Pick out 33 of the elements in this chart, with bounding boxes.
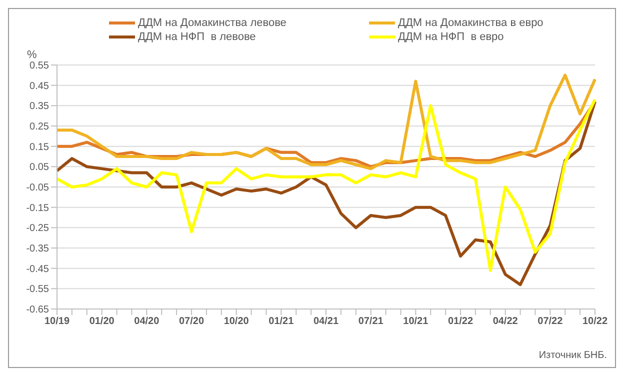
y-tick-label: 0.25	[30, 122, 50, 133]
legend-label: ДДМ на Домакинства в евро	[398, 17, 544, 29]
line-series	[56, 74, 596, 170]
x-tick-label: 07/21	[358, 316, 384, 328]
y-tick-label: -0.65	[26, 304, 50, 316]
y-tick-label: 0.35	[30, 101, 50, 112]
x-tick-label: 10/20	[224, 316, 250, 328]
x-tick-label: 07/22	[538, 316, 564, 328]
x-tick-label: 01/21	[268, 316, 294, 328]
x-tick-label: 04/20	[134, 316, 160, 328]
y-axis-title: %	[27, 49, 37, 61]
text: Източник БНБ.	[538, 350, 607, 361]
y-tick-label: -0.15	[26, 202, 50, 214]
legend-label: ДДМ на НФП в евро	[398, 31, 504, 43]
y-tick-label: 0.55	[30, 60, 50, 72]
x-tick-label: 10/21	[403, 316, 429, 328]
y-tick-label: 0.15	[30, 142, 50, 153]
x-tick-label: 01/22	[448, 316, 474, 328]
legend-label: ДДМ на НФП в левове	[138, 31, 256, 43]
y-tick-label: -0.35	[26, 244, 50, 255]
legend-label: ДДМ на Домакинства левове	[138, 17, 286, 29]
y-tick-label: -0.55	[26, 284, 50, 296]
x-tick-label: 10/22	[582, 316, 608, 328]
y-tick-label: -0.45	[26, 264, 50, 275]
y-tick-label: 0.45	[30, 80, 50, 92]
y-tick-label: -0.25	[26, 223, 50, 234]
y-tick-label: 0.05	[30, 162, 50, 174]
x-tick-label: 01/20	[89, 316, 115, 328]
x-tick-label: 07/20	[178, 316, 204, 328]
x-tick-label: 10/19	[44, 316, 70, 328]
x-tick-label: 04/22	[492, 316, 518, 328]
x-tick-label: 04/21	[313, 316, 339, 328]
y-tick-label: -0.05	[26, 182, 50, 194]
